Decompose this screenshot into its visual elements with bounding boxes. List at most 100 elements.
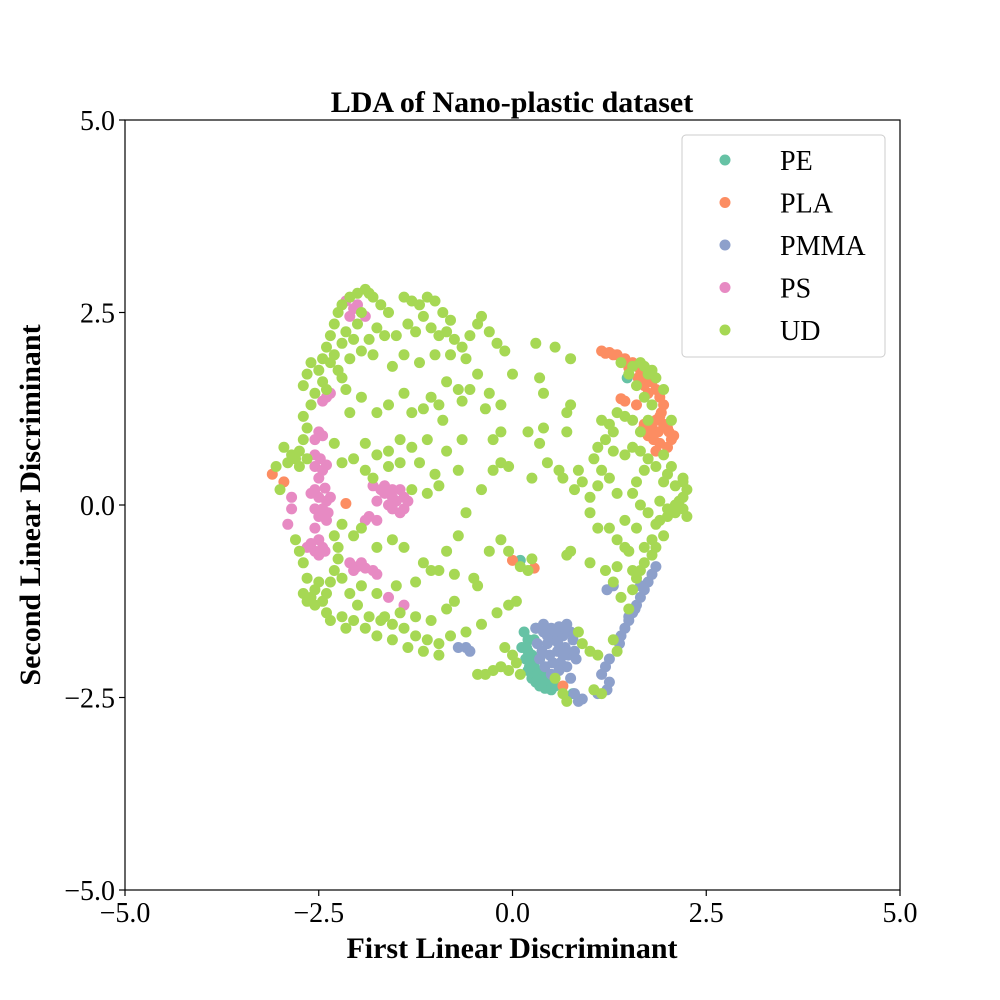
point-ud-42 — [433, 330, 445, 342]
legend-marker — [719, 154, 731, 166]
point-ud-60 — [367, 349, 379, 361]
point-ud-87 — [383, 445, 394, 457]
point-ud-5 — [332, 307, 344, 318]
point-ud-186 — [448, 595, 460, 607]
point-ud-129 — [452, 464, 464, 476]
point-ud-141 — [297, 557, 309, 569]
point-ud-300 — [642, 414, 654, 426]
legend-box — [681, 134, 886, 358]
point-ps-51 — [394, 507, 406, 519]
point-ud-135 — [526, 472, 538, 484]
point-ps-37 — [282, 518, 294, 530]
point-ud-73 — [456, 395, 468, 407]
point-ud-217 — [472, 668, 484, 680]
point-ps-65 — [383, 591, 394, 603]
point-ud-140 — [293, 545, 305, 557]
point-ud-31 — [390, 330, 402, 342]
legend-label: PE — [780, 146, 813, 177]
legend-item-pmma: PMMA — [719, 231, 866, 262]
point-pmma-8 — [541, 638, 553, 650]
point-ud-179 — [340, 622, 352, 634]
point-ud-43 — [448, 333, 460, 345]
y-tick-label: −5.0 — [64, 876, 115, 907]
point-ud-131 — [476, 484, 487, 496]
point-ps-35 — [321, 459, 332, 471]
point-ps-28 — [319, 545, 331, 557]
point-ud-262 — [650, 518, 662, 530]
point-ud-10 — [313, 364, 325, 376]
point-ud-121 — [383, 461, 394, 472]
point-ps-53 — [386, 484, 398, 496]
point-pmma-21 — [559, 622, 571, 634]
point-ud-261 — [654, 495, 666, 507]
point-ud-311 — [634, 357, 646, 369]
point-ud-280 — [576, 476, 588, 488]
point-ps-10 — [317, 430, 329, 442]
point-ud-221 — [549, 672, 561, 684]
point-ud-51 — [530, 337, 542, 349]
point-ud-157 — [352, 599, 363, 611]
point-ud-8 — [321, 341, 332, 353]
point-ud-160 — [386, 618, 398, 630]
point-ud-32 — [371, 322, 383, 334]
point-ud-142 — [301, 572, 313, 584]
point-ud-184 — [425, 615, 437, 626]
point-ud-182 — [394, 607, 406, 619]
x-tick-label: 0.0 — [495, 898, 530, 929]
point-ud-220 — [514, 668, 526, 680]
point-ud-102 — [309, 387, 321, 399]
point-ud-292 — [584, 507, 596, 519]
point-ud-319 — [662, 503, 673, 515]
point-ud-228 — [607, 634, 619, 646]
point-ud-210 — [371, 588, 383, 599]
point-ud-113 — [301, 453, 313, 465]
point-ud-291 — [592, 522, 604, 534]
point-ps-4 — [344, 310, 356, 322]
point-pmma-57 — [452, 642, 464, 653]
point-ud-243 — [627, 565, 639, 576]
point-ud-35 — [344, 353, 356, 365]
point-ud-93 — [487, 434, 499, 446]
point-ud-139 — [290, 534, 301, 546]
point-ud-270 — [619, 449, 631, 461]
point-ud-74 — [464, 384, 476, 395]
point-pla-29 — [600, 347, 611, 359]
point-ud-104 — [297, 410, 309, 422]
point-ud-207 — [425, 565, 437, 576]
point-ud-110 — [270, 461, 282, 472]
point-ud-59 — [386, 360, 398, 372]
point-ud-188 — [328, 530, 340, 542]
point-ud-97 — [561, 426, 573, 438]
point-ud-138 — [557, 472, 569, 484]
legend-item-ud: UD — [719, 316, 820, 347]
point-ud-266 — [638, 464, 650, 476]
point-ud-72 — [452, 384, 464, 395]
point-pmma-27 — [552, 636, 563, 648]
point-ud-128 — [433, 480, 445, 492]
point-ud-98 — [534, 437, 546, 449]
point-ud-50 — [499, 345, 511, 357]
point-ud-154 — [332, 553, 344, 565]
point-ud-200 — [495, 534, 507, 546]
point-ps-61 — [355, 557, 367, 569]
point-ud-227 — [592, 649, 604, 661]
point-ud-305 — [615, 357, 627, 369]
point-pmma-16 — [539, 661, 551, 673]
point-ud-156 — [344, 588, 356, 599]
point-pmma-33 — [569, 688, 580, 700]
point-ud-211 — [355, 580, 367, 592]
point-ud-223 — [561, 695, 573, 707]
point-ps-13 — [313, 472, 325, 484]
point-ud-33 — [379, 330, 391, 342]
point-ud-290 — [611, 561, 623, 573]
x-tick-label: 2.5 — [689, 898, 724, 929]
series-pmma — [452, 561, 662, 707]
point-ud-56 — [429, 349, 441, 361]
point-ud-70 — [433, 399, 445, 411]
point-ud-67 — [406, 407, 418, 419]
point-ud-25 — [429, 295, 441, 307]
point-ud-294 — [561, 549, 573, 561]
point-ud-277 — [611, 487, 623, 499]
point-pmma-17 — [534, 653, 546, 665]
